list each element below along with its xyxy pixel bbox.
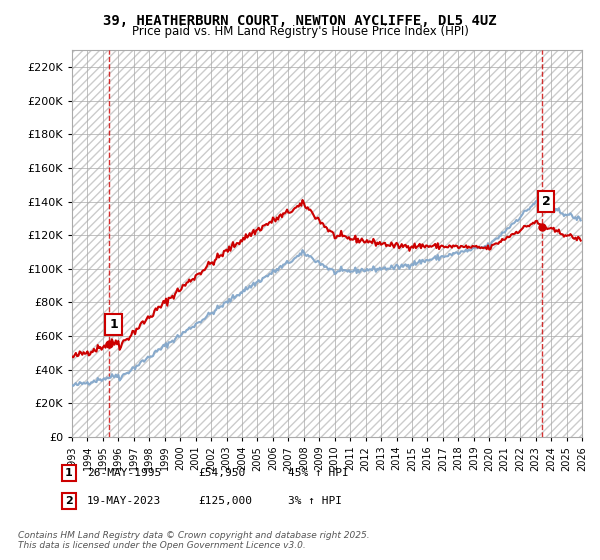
Text: 3% ↑ HPI: 3% ↑ HPI bbox=[288, 496, 342, 506]
Text: 45% ↑ HPI: 45% ↑ HPI bbox=[288, 468, 349, 478]
Text: 19-MAY-2023: 19-MAY-2023 bbox=[87, 496, 161, 506]
Text: 1: 1 bbox=[109, 318, 118, 331]
Text: 1: 1 bbox=[65, 468, 73, 478]
Text: Contains HM Land Registry data © Crown copyright and database right 2025.
This d: Contains HM Land Registry data © Crown c… bbox=[18, 530, 370, 550]
Text: 2: 2 bbox=[65, 496, 73, 506]
Text: 2: 2 bbox=[542, 195, 551, 208]
Text: 39, HEATHERBURN COURT, NEWTON AYCLIFFE, DL5 4UZ: 39, HEATHERBURN COURT, NEWTON AYCLIFFE, … bbox=[103, 14, 497, 28]
Text: £54,950: £54,950 bbox=[198, 468, 245, 478]
Text: 26-MAY-1995: 26-MAY-1995 bbox=[87, 468, 161, 478]
Text: Price paid vs. HM Land Registry's House Price Index (HPI): Price paid vs. HM Land Registry's House … bbox=[131, 25, 469, 38]
Text: £125,000: £125,000 bbox=[198, 496, 252, 506]
